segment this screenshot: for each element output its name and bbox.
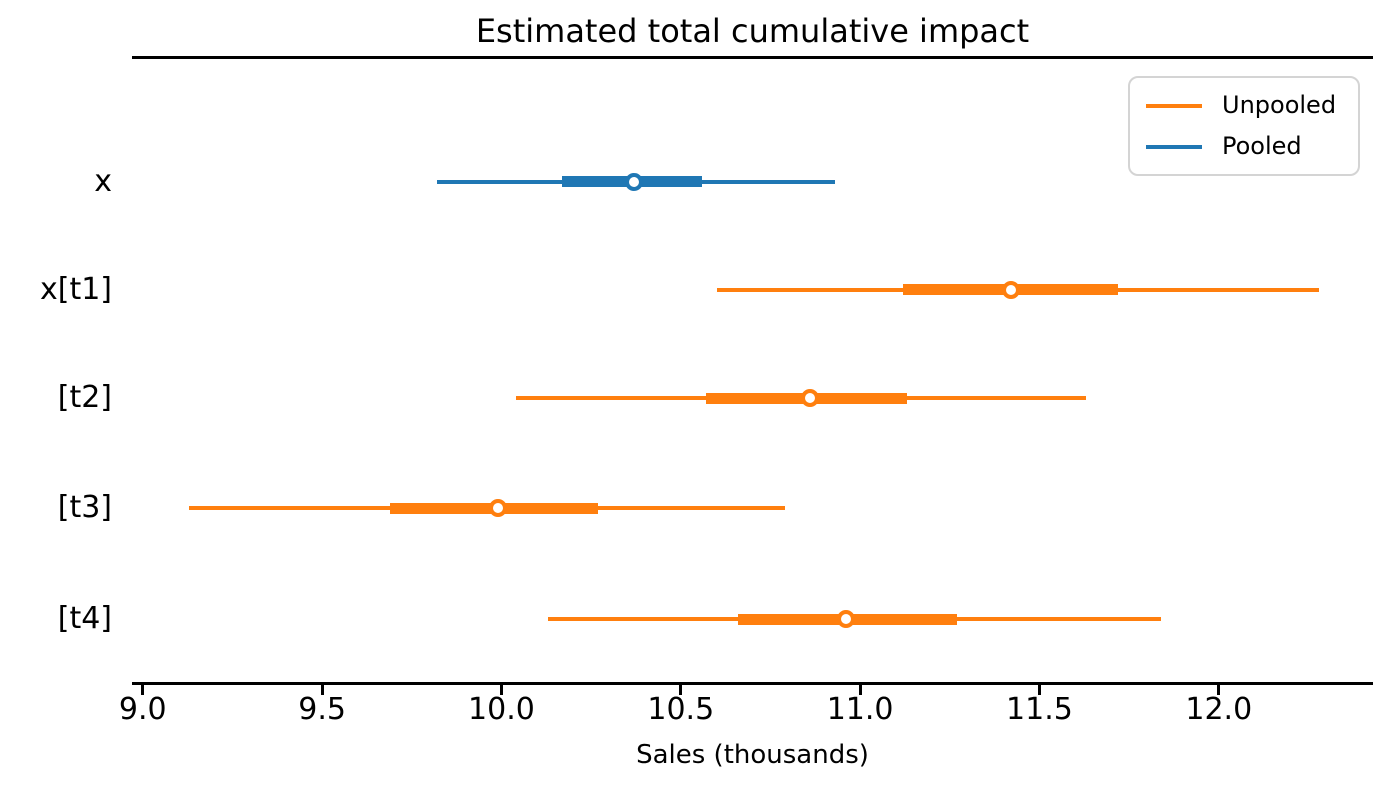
top-spine — [132, 56, 1373, 59]
pooled-line-swatch — [1146, 144, 1202, 149]
point-estimate-marker — [625, 172, 644, 191]
bottom-spine — [132, 682, 1373, 685]
x-tick-label: 11.5 — [1006, 692, 1073, 727]
point-estimate-marker — [1001, 280, 1020, 299]
unpooled-line-swatch — [1146, 103, 1202, 108]
x-tick-label: 11.0 — [826, 692, 894, 727]
point-estimate-marker — [800, 389, 819, 407]
y-axis-row-label: [t3] — [57, 490, 112, 525]
point-estimate-marker — [488, 499, 507, 517]
x-tick-mark — [499, 685, 503, 695]
x-tick-mark — [1037, 685, 1041, 695]
point-estimate-marker — [836, 610, 855, 629]
legend: Unpooled Pooled — [1128, 76, 1360, 177]
x-tick-mark — [679, 685, 683, 695]
y-axis-row-label: [t4] — [57, 601, 112, 637]
x-tick-mark — [858, 685, 862, 695]
legend-label-unpooled: Unpooled — [1222, 91, 1337, 119]
x-tick-label: 9.0 — [118, 692, 167, 727]
x-tick-label: 10.0 — [468, 692, 535, 727]
x-tick-label: 12.0 — [1185, 692, 1253, 727]
x-tick-mark — [141, 685, 145, 695]
x-tick-label: 10.5 — [647, 692, 715, 727]
chart-title: Estimated total cumulative impact — [475, 12, 1030, 50]
x-tick-label: 9.5 — [298, 692, 346, 727]
legend-item-pooled: Pooled — [1146, 131, 1342, 162]
x-tick-mark — [1217, 685, 1221, 695]
x-axis-label: Sales (thousands) — [636, 740, 869, 770]
y-axis-row-label: x[t1] — [39, 271, 112, 307]
legend-label-pooled: Pooled — [1222, 132, 1302, 161]
x-tick-mark — [320, 685, 324, 695]
y-axis-row-label: [t2] — [57, 380, 112, 415]
legend-item-unpooled: Unpooled — [1146, 90, 1342, 121]
y-axis-row-label: x — [94, 163, 112, 199]
